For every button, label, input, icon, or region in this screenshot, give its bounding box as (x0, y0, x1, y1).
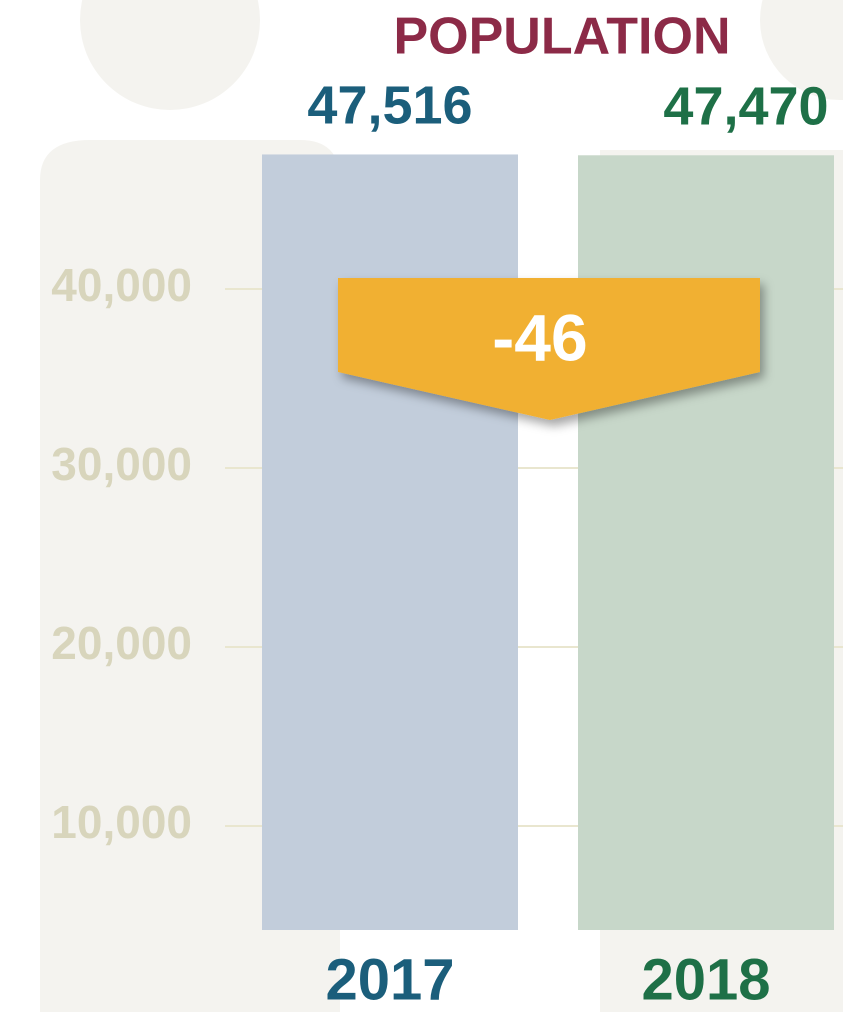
y-tick-label: 40,000 (51, 259, 192, 311)
chart-title: POPULATION (393, 8, 730, 66)
y-tick-label: 20,000 (51, 617, 192, 669)
annotation-banner (338, 278, 760, 420)
value-label: 47,470 (663, 77, 828, 137)
x-tick-label: 2017 (325, 947, 454, 1012)
y-tick-label: 10,000 (51, 796, 192, 848)
y-tick-label: 30,000 (51, 438, 192, 490)
value-label: 47,516 (307, 76, 472, 136)
x-tick-label: 2018 (641, 947, 770, 1012)
annotation-label: -46 (492, 300, 587, 374)
